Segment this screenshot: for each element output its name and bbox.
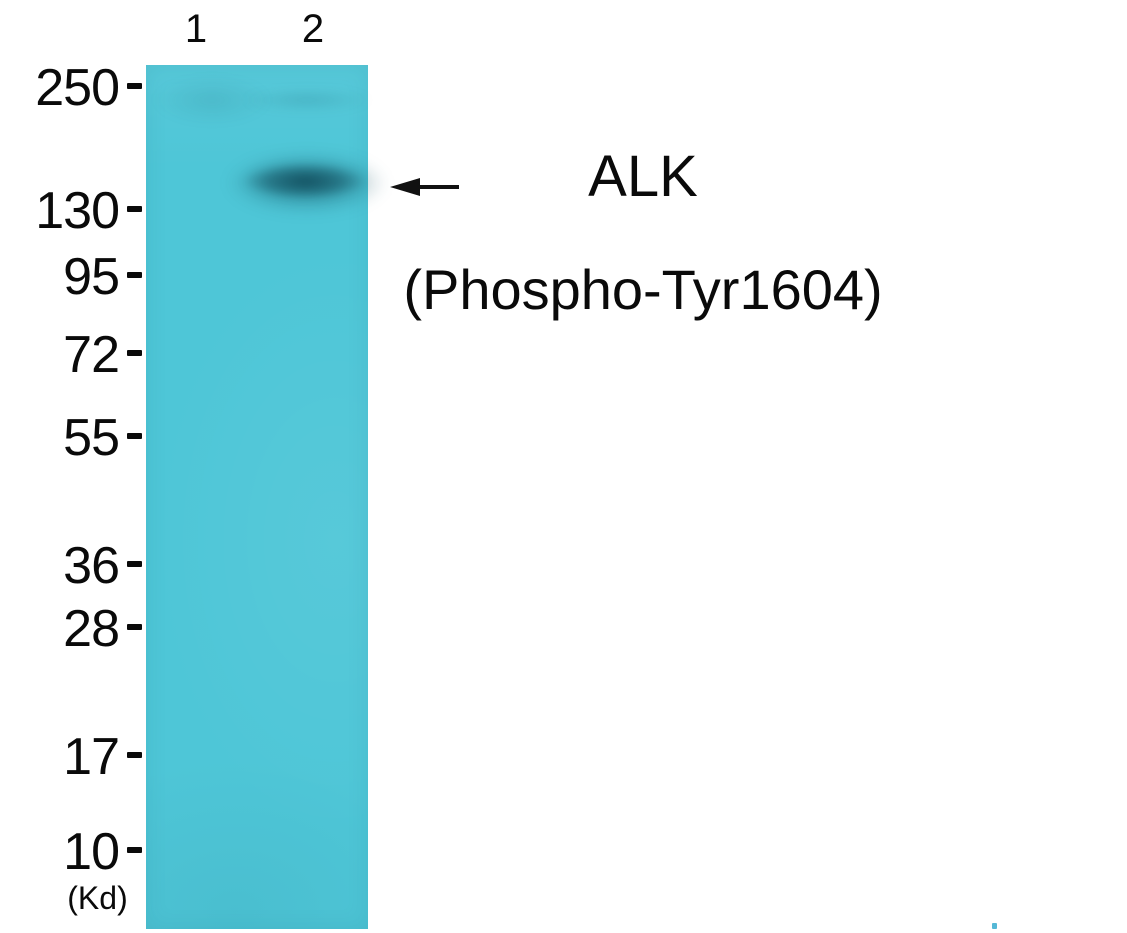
protein-band [242,163,368,199]
mw-marker-250: 250 [0,58,142,118]
tick-dash [127,847,142,853]
mw-marker-value: 72 [63,326,120,384]
mw-marker-value: 36 [63,537,120,595]
tick-dash [127,350,142,356]
mw-marker-value: 10 [63,823,120,881]
mw-marker-95: 95 [0,247,142,307]
mw-marker-value: 28 [63,600,120,658]
mw-marker-130: 130 [0,181,142,241]
tick-dash [127,83,142,89]
target-protein-label: ALK [588,144,698,209]
scan-artifact-dot [992,923,997,929]
mw-marker-value: 130 [35,182,120,240]
mw-marker-value: 250 [35,59,120,117]
blot-membrane [146,65,388,929]
mw-marker-55: 55 [0,408,142,468]
phospho-site-label: (Phospho-Tyr1604) [403,258,883,321]
mw-marker-value: 95 [63,248,120,306]
lane-2-label: 2 [301,7,325,51]
tick-dash [127,561,142,567]
mw-marker-28: 28 [0,599,142,659]
lane-1-label: 1 [184,7,208,51]
membrane-smudge [152,75,272,125]
membrane-smudge [242,89,372,111]
tick-dash [127,752,142,758]
tick-dash [127,433,142,439]
mw-marker-36: 36 [0,536,142,596]
mw-marker-value: 17 [63,728,120,786]
tick-dash [127,206,142,212]
mw-marker-value: 55 [63,409,120,467]
tick-dash [127,624,142,630]
mw-marker-17: 17 [0,727,142,787]
mw-marker-72: 72 [0,325,142,385]
tick-dash [127,272,142,278]
mw-marker-10: 10 [0,822,142,882]
unit-label: (Kd) [67,880,128,916]
left-arrow-icon [390,178,459,196]
